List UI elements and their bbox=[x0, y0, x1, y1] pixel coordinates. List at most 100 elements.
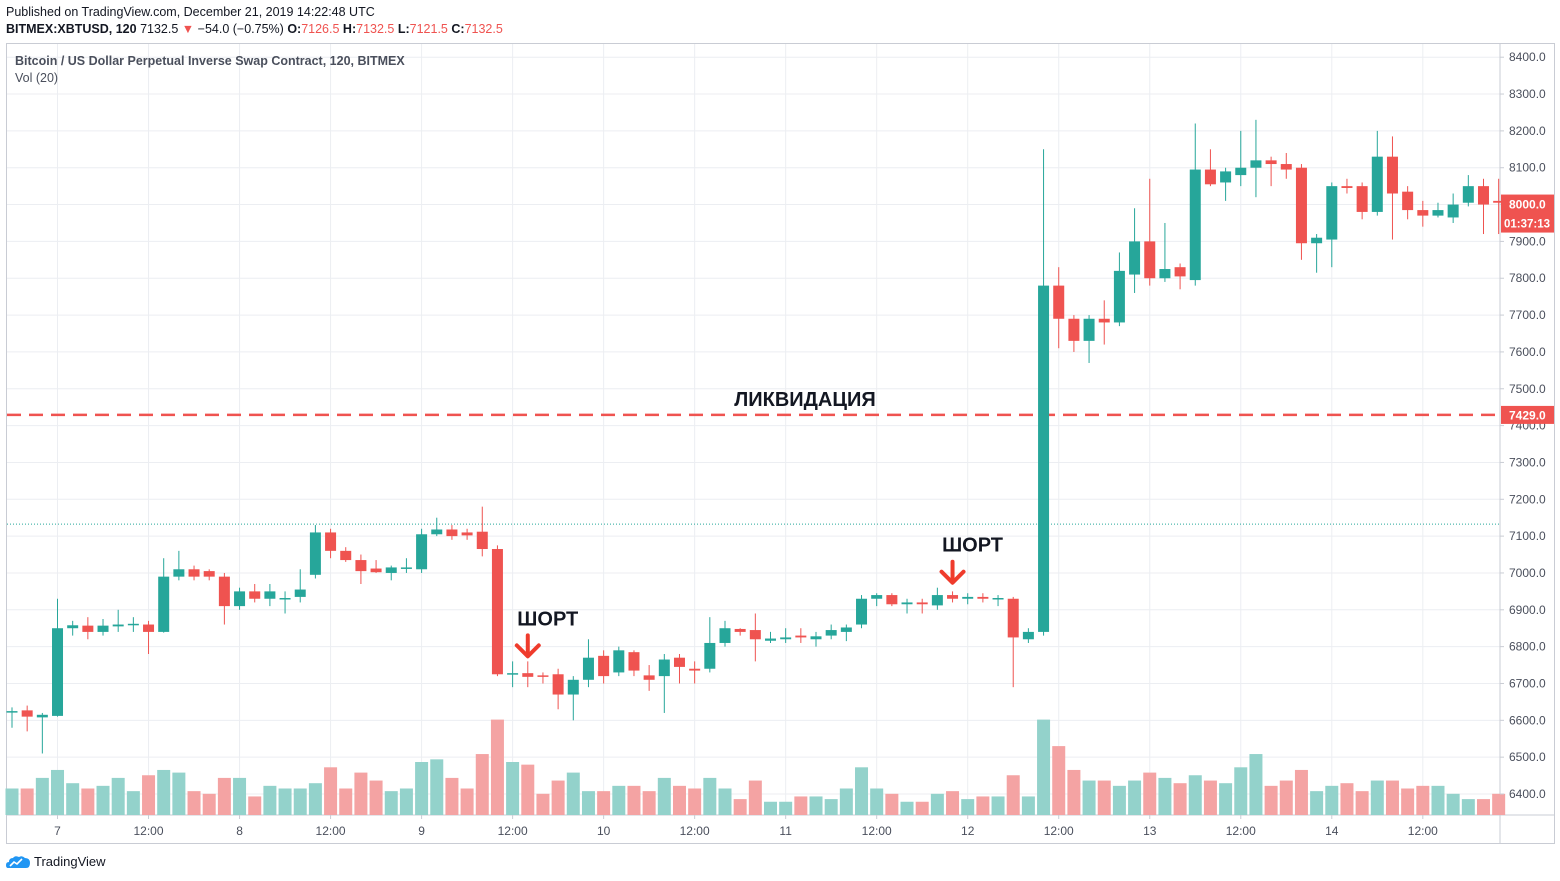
price-axis-label: 8100.0 bbox=[1509, 161, 1546, 175]
time-axis-label: 9 bbox=[418, 824, 425, 838]
candle-down bbox=[795, 635, 807, 638]
candle-up bbox=[840, 627, 852, 632]
candle-up bbox=[1235, 167, 1247, 176]
candle-down bbox=[143, 624, 155, 632]
volume-bar bbox=[369, 780, 383, 815]
volume-bar bbox=[551, 780, 565, 815]
volume-bar bbox=[672, 785, 686, 815]
time-axis-label: 12:00 bbox=[316, 824, 346, 838]
volume-bar bbox=[415, 762, 429, 815]
price-axis-label: 7600.0 bbox=[1509, 345, 1546, 359]
candle-up bbox=[158, 576, 170, 632]
volume-bar bbox=[430, 759, 444, 815]
volume-bar bbox=[1097, 780, 1111, 815]
volume-bar bbox=[976, 796, 990, 815]
volume-bar bbox=[597, 791, 611, 815]
candle-up bbox=[719, 628, 731, 643]
time-axis-label: 12:00 bbox=[134, 824, 164, 838]
volume-bar bbox=[1219, 783, 1233, 815]
candle-up bbox=[264, 591, 276, 599]
volume-bar bbox=[1476, 799, 1490, 815]
volume-bar bbox=[1370, 780, 1384, 815]
volume-bar bbox=[915, 801, 929, 815]
volume-bar bbox=[703, 777, 717, 815]
symbol-label: BITMEX:XBTUSD, 120 bbox=[6, 22, 137, 36]
candle-up bbox=[901, 602, 913, 605]
liquidation-price-label: 7429.0 bbox=[1509, 408, 1546, 422]
volume-bar bbox=[657, 777, 671, 815]
open-value: 7126.5 bbox=[301, 22, 340, 36]
candle-up bbox=[582, 657, 594, 680]
candle-up bbox=[931, 595, 943, 606]
candle-down bbox=[82, 625, 94, 632]
volume-bar bbox=[900, 801, 914, 815]
candle-up bbox=[1083, 318, 1095, 341]
candle-down bbox=[1477, 186, 1489, 205]
volume-bar bbox=[35, 777, 49, 815]
volume-bar bbox=[1310, 791, 1324, 815]
symbol-info: BITMEX:XBTUSD, 120 7132.5 ▼ −54.0 (−0.75… bbox=[6, 22, 503, 36]
candle-down bbox=[1493, 200, 1505, 203]
candle-down bbox=[734, 628, 746, 632]
candle-up bbox=[780, 637, 792, 640]
volume-bar bbox=[688, 788, 702, 815]
volume-bar bbox=[1279, 780, 1293, 815]
volume-bar bbox=[855, 767, 869, 815]
volume-bar bbox=[718, 788, 732, 815]
time-axis-label: 11 bbox=[779, 824, 792, 838]
published-line: Published on TradingView.com, December 2… bbox=[6, 5, 375, 19]
candle-up bbox=[962, 596, 974, 599]
candle-down bbox=[749, 630, 761, 640]
short-arrow-down-icon bbox=[939, 569, 966, 585]
candle-down bbox=[370, 568, 382, 573]
liquidation-annotation: ЛИКВИДАЦИЯ bbox=[734, 389, 875, 411]
candle-up bbox=[1220, 171, 1232, 183]
candle-up bbox=[507, 673, 519, 675]
tradingview-cloud-icon bbox=[6, 855, 30, 868]
candle-down bbox=[355, 560, 367, 572]
candle-up bbox=[810, 636, 822, 640]
chart-legend-title: Bitcoin / US Dollar Perpetual Inverse Sw… bbox=[15, 54, 405, 68]
change-down-icon: ▼ bbox=[181, 22, 195, 36]
time-axis-label: 13 bbox=[1143, 824, 1157, 838]
volume-bar bbox=[885, 793, 899, 815]
candle-up bbox=[279, 598, 291, 600]
candle-down bbox=[886, 595, 898, 605]
price-axis-label: 7100.0 bbox=[1509, 529, 1546, 543]
volume-bar bbox=[1325, 785, 1339, 815]
volume-bar bbox=[1385, 780, 1399, 815]
candle-up bbox=[1371, 156, 1383, 212]
volume-bar bbox=[779, 801, 793, 815]
volume-bar bbox=[384, 791, 398, 815]
volume-bar bbox=[126, 791, 140, 815]
candle-up bbox=[97, 625, 109, 632]
volume-bar bbox=[293, 788, 307, 815]
volume-bar bbox=[1037, 719, 1051, 815]
volume-bar bbox=[930, 793, 944, 815]
volume-bar bbox=[581, 791, 595, 815]
candle-up bbox=[704, 642, 716, 669]
price-axis-label: 8400.0 bbox=[1509, 50, 1546, 64]
price-axis-label: 7800.0 bbox=[1509, 271, 1546, 285]
volume-bar bbox=[51, 769, 65, 815]
short-annotation-label: ШОРТ bbox=[942, 535, 1003, 557]
volume-bar bbox=[1446, 793, 1460, 815]
candle-up bbox=[992, 598, 1004, 600]
volume-bar bbox=[1006, 775, 1020, 815]
volume-bar bbox=[642, 791, 656, 815]
volume-bar bbox=[870, 788, 884, 815]
volume-bar bbox=[961, 799, 975, 815]
volume-bar bbox=[399, 788, 413, 815]
low-value: 7121.5 bbox=[409, 22, 448, 36]
candle-up bbox=[765, 638, 776, 641]
volume-bar bbox=[263, 785, 277, 815]
candle-down bbox=[1174, 267, 1186, 277]
candle-up bbox=[613, 650, 625, 673]
candle-down bbox=[461, 532, 473, 536]
candle-down bbox=[446, 529, 458, 537]
volume-bar bbox=[20, 788, 34, 815]
time-axis-label: 7 bbox=[54, 824, 61, 838]
volume-bar bbox=[1143, 772, 1157, 815]
tradingview-logo[interactable]: TradingView bbox=[6, 854, 106, 869]
